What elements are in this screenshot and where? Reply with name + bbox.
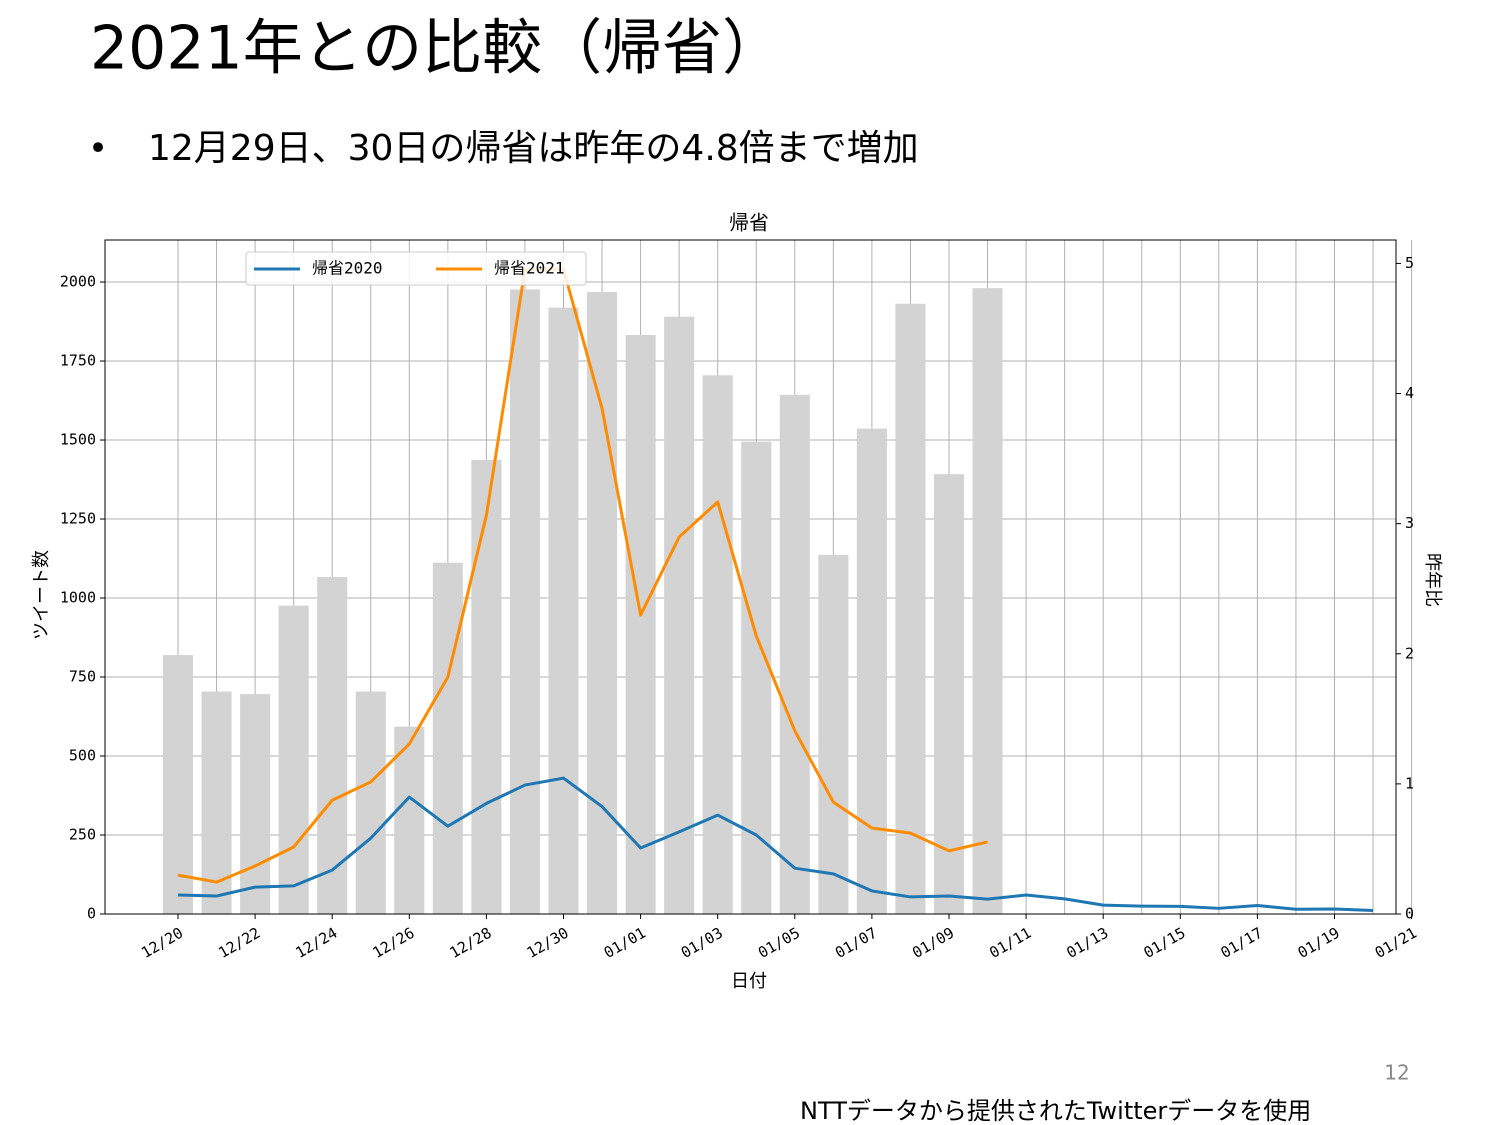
bar — [779, 394, 810, 914]
x-tick-label: 01/09 — [909, 924, 957, 962]
legend-label: 帰省2021 — [494, 259, 565, 278]
slide-title: 2021年との比較（帰省） — [90, 14, 782, 84]
y2-tick-label: 2 — [1405, 644, 1414, 662]
x-tick-label: 12/30 — [524, 924, 572, 962]
bar — [702, 375, 733, 915]
x-tick-label: 12/22 — [215, 924, 263, 962]
bar — [162, 655, 194, 914]
footer-note: NTTデータから提供されたTwitterデータを使用 — [800, 1097, 1311, 1125]
y2-tick-label: 4 — [1405, 384, 1414, 402]
bar — [818, 554, 849, 914]
bar — [471, 459, 502, 914]
y-axis-label: ツイート数 — [31, 550, 52, 640]
x-tick-label: 01/05 — [755, 924, 803, 962]
bar — [933, 474, 965, 914]
x-tick-label: 01/01 — [601, 924, 649, 962]
x-tick-label: 12/28 — [447, 924, 495, 962]
x-tick-label: 01/13 — [1063, 924, 1111, 962]
y-tick-label: 2000 — [60, 273, 96, 291]
y2-axis-label: 昨年比 — [1422, 553, 1443, 607]
x-tick-label: 01/21 — [1372, 924, 1420, 962]
y2-tick-label: 5 — [1405, 254, 1414, 272]
x-tick-label: 12/26 — [369, 924, 417, 962]
x-tick-label: 01/07 — [832, 924, 880, 962]
bullet-dot: • — [88, 129, 108, 169]
y-tick-label: 0 — [87, 905, 96, 923]
bullet-text: 12月29日、30日の帰省は昨年の4.8倍まで増加 — [148, 128, 919, 169]
bar — [394, 726, 425, 914]
bar — [240, 694, 271, 914]
y-tick-label: 750 — [69, 668, 96, 686]
x-tick-label: 01/03 — [678, 924, 726, 962]
y-tick-label: 1500 — [60, 431, 96, 449]
bar — [355, 691, 386, 914]
x-tick-label: 01/17 — [1218, 924, 1266, 962]
bar — [317, 577, 348, 914]
y-tick-label: 250 — [69, 826, 96, 844]
page-number: 12 — [1384, 1061, 1409, 1085]
lines — [177, 267, 1374, 913]
line — [177, 267, 988, 884]
y2-tick-label: 3 — [1405, 514, 1414, 532]
x-tick-label: 01/19 — [1295, 924, 1343, 962]
x-tick-label: 01/11 — [986, 924, 1034, 962]
bar — [625, 334, 656, 914]
y2-tick-label: 0 — [1405, 905, 1414, 923]
bar — [587, 292, 618, 914]
legend-box — [245, 251, 587, 286]
bar — [856, 428, 887, 914]
x-tick-label: 12/24 — [292, 924, 340, 962]
y-tick-label: 1250 — [60, 510, 96, 528]
bar — [972, 288, 1003, 915]
y2-tick-label: 1 — [1405, 774, 1414, 792]
legend-label: 帰省2020 — [312, 259, 383, 278]
bar — [509, 289, 540, 915]
plot-frame — [104, 239, 1397, 915]
bar — [664, 316, 695, 915]
y-tick-label: 1000 — [60, 589, 96, 607]
bars — [162, 288, 1003, 915]
y-tick-label: 1750 — [60, 352, 96, 370]
x-axis-label: 日付 — [731, 971, 767, 992]
x-tick-label: 12/20 — [138, 924, 186, 962]
bar — [895, 303, 926, 915]
plot: 0 250 500 750 1000 1250 1500 1750 2000 0 1 2 3 4 5 12/2… — [60, 239, 1420, 962]
x-tick-label: 01/15 — [1140, 924, 1188, 962]
chart-title: 帰省 — [729, 211, 769, 235]
bar — [278, 605, 309, 914]
bar — [548, 307, 579, 914]
bar — [432, 562, 463, 914]
y-tick-label: 500 — [69, 747, 96, 765]
line — [177, 776, 1374, 913]
